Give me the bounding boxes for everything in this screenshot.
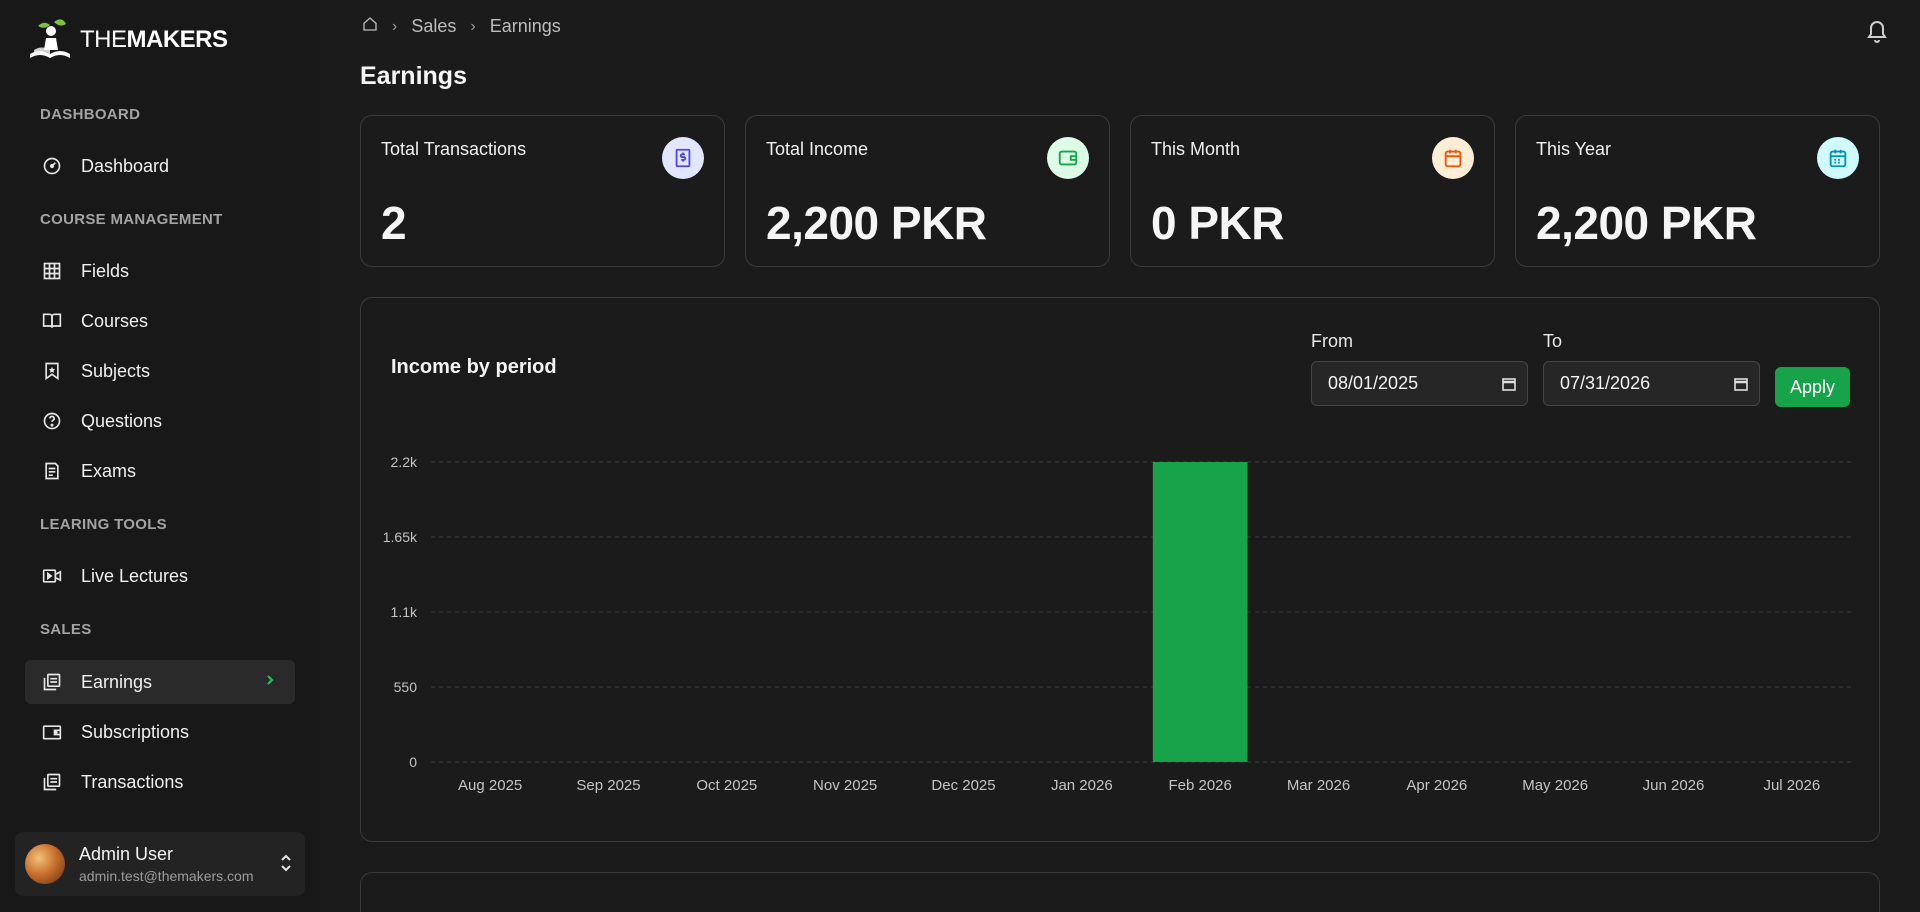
- user-menu[interactable]: Admin User admin.test@themakers.com: [15, 832, 305, 896]
- sidebar-item-fields[interactable]: Fields: [25, 249, 295, 293]
- sidebar: THEMAKERS DASHBOARD Dashboard COURSE MAN…: [0, 0, 320, 912]
- stat-label: This Month: [1151, 139, 1241, 159]
- sidebar-item-transactions[interactable]: Transactions: [25, 760, 295, 804]
- sidebar-item-label: Exams: [81, 460, 137, 481]
- sidebar-item-label: Live Lectures: [81, 565, 189, 586]
- chevron-right-icon: [265, 673, 275, 689]
- from-date-input[interactable]: 08/01/2025: [1311, 361, 1528, 406]
- sidebar-item-earnings[interactable]: Earnings: [25, 660, 295, 704]
- section-label-dashboard: DASHBOARD: [40, 106, 141, 123]
- home-icon[interactable]: [362, 16, 378, 37]
- sidebar-item-label: Questions: [81, 410, 163, 431]
- receipt-dollar-icon: [662, 137, 704, 179]
- x-tick-label: Jul 2026: [1763, 777, 1820, 794]
- sidebar-item-subscriptions[interactable]: Subscriptions: [25, 710, 295, 754]
- help-circle-icon: [41, 410, 63, 432]
- sidebar-item-dashboard[interactable]: Dashboard: [25, 144, 295, 188]
- user-name: Admin User: [79, 844, 174, 864]
- to-date-input[interactable]: 07/31/2026: [1543, 361, 1760, 406]
- sidebar-item-label: Fields: [81, 260, 130, 281]
- income-bar-chart: 0 550 1.1k 1.65k 2.2k Aug 2025 Sep 2025 Oct 202…: [383, 454, 1851, 794]
- y-tick-label: 1.65k: [383, 529, 418, 545]
- x-tick-label: Feb 2026: [1168, 777, 1231, 794]
- x-tick-label: Oct 2025: [696, 777, 757, 794]
- apply-button[interactable]: Apply: [1775, 367, 1850, 407]
- document-list-icon: [41, 460, 63, 482]
- stat-value: 2: [381, 197, 407, 249]
- latest-transactions-card: [360, 872, 1880, 912]
- to-date-value: 07/31/2026: [1560, 373, 1651, 393]
- sidebar-item-label: Transactions: [81, 771, 184, 792]
- calendar-icon[interactable]: [1733, 376, 1749, 397]
- x-tick-label: Apr 2026: [1406, 777, 1467, 794]
- sidebar-item-questions[interactable]: Questions: [25, 399, 295, 443]
- x-tick-label: Jun 2026: [1643, 777, 1705, 794]
- y-tick-label: 0: [409, 754, 417, 770]
- stat-value: 2,200 PKR: [1536, 197, 1757, 249]
- sidebar-item-label: Subjects: [81, 360, 151, 381]
- sidebar-item-courses[interactable]: Courses: [25, 299, 295, 343]
- bell-icon[interactable]: [1865, 18, 1889, 49]
- to-label: To: [1543, 331, 1563, 351]
- stat-card-this-year: This Year 2,200 PKR: [1515, 115, 1880, 267]
- breadcrumb-item-sales[interactable]: Sales: [411, 16, 457, 36]
- avatar: [25, 844, 65, 884]
- grid-icon: [41, 260, 63, 282]
- y-tick-label: 550: [394, 679, 418, 695]
- calendar-icon: [1432, 137, 1474, 179]
- brand-logo[interactable]: THEMAKERS: [24, 14, 228, 66]
- logo-icon: [24, 14, 76, 66]
- stat-value: 0 PKR: [1151, 197, 1284, 249]
- calendar-icon[interactable]: [1501, 376, 1517, 397]
- x-tick-label: Mar 2026: [1287, 777, 1350, 794]
- chart-bar: [1152, 462, 1248, 762]
- sidebar-item-label: Earnings: [81, 671, 153, 692]
- breadcrumb-separator-icon: ›: [470, 17, 476, 35]
- sidebar-item-exams[interactable]: Exams: [25, 449, 295, 493]
- gauge-icon: [41, 155, 63, 177]
- x-tick-label: Jan 2026: [1051, 777, 1113, 794]
- breadcrumb: › Sales › Earnings: [362, 16, 561, 37]
- section-label-learning-tools: LEARING TOOLS: [40, 516, 167, 533]
- video-icon: [41, 565, 63, 587]
- sidebar-item-subjects[interactable]: Subjects: [25, 349, 295, 393]
- calendar-grid-icon: [1817, 137, 1859, 179]
- sidebar-item-label: Subscriptions: [81, 721, 190, 742]
- brand-name: THEMAKERS: [80, 26, 228, 53]
- book-open-icon: [41, 310, 63, 332]
- receipt-stack-icon: [41, 671, 63, 693]
- x-tick-label: May 2026: [1522, 777, 1588, 794]
- bookmark-star-icon: [41, 360, 63, 382]
- breadcrumb-item-earnings: Earnings: [489, 16, 561, 36]
- sidebar-item-label: Dashboard: [81, 155, 170, 176]
- chart-title: Income by period: [391, 356, 557, 378]
- breadcrumb-separator-icon: ›: [392, 17, 398, 35]
- stat-label: This Year: [1536, 139, 1612, 159]
- wallet-icon: [1047, 137, 1089, 179]
- user-email: admin.test@themakers.com: [79, 868, 254, 884]
- y-tick-label: 2.2k: [391, 454, 418, 470]
- x-tick-label: Nov 2025: [813, 777, 877, 794]
- wallet-icon: [41, 721, 63, 743]
- stat-value: 2,200 PKR: [766, 197, 987, 249]
- chevrons-up-down-icon: [279, 853, 293, 878]
- income-chart-card: Income by period From 08/01/2025 To 07/3…: [360, 297, 1880, 842]
- from-date-value: 08/01/2025: [1328, 373, 1419, 393]
- stat-card-total-transactions: Total Transactions 2: [360, 115, 725, 267]
- section-label-sales: SALES: [40, 621, 92, 638]
- stat-card-total-income: Total Income 2,200 PKR: [745, 115, 1110, 267]
- sidebar-item-label: Courses: [81, 310, 149, 331]
- page-title: Earnings: [360, 62, 467, 90]
- section-label-course-management: COURSE MANAGEMENT: [40, 211, 223, 228]
- stat-card-this-month: This Month 0 PKR: [1130, 115, 1495, 267]
- x-tick-label: Sep 2025: [576, 777, 640, 794]
- from-label: From: [1311, 331, 1353, 351]
- sidebar-item-live-lectures[interactable]: Live Lectures: [25, 554, 295, 598]
- stat-label: Total Income: [766, 139, 869, 159]
- x-tick-label: Dec 2025: [931, 777, 995, 794]
- receipt-stack-icon: [41, 771, 63, 793]
- stat-label: Total Transactions: [381, 139, 527, 159]
- y-tick-label: 1.1k: [391, 604, 418, 620]
- x-tick-label: Aug 2025: [458, 777, 522, 794]
